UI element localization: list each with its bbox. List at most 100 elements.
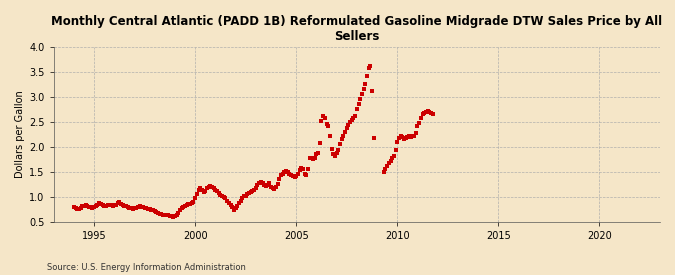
Point [132, 205, 143, 210]
Point [230, 206, 241, 210]
Point [319, 116, 330, 120]
Point [94, 201, 105, 205]
Point [159, 213, 170, 217]
Point [292, 172, 303, 176]
Point [74, 207, 84, 211]
Point [407, 134, 418, 139]
Point [412, 124, 423, 128]
Point [399, 137, 410, 142]
Point [85, 205, 96, 210]
Point [117, 203, 128, 207]
Point [139, 205, 150, 210]
Point [158, 213, 169, 217]
Point [358, 87, 369, 92]
Point [282, 170, 293, 174]
Point [338, 134, 349, 138]
Point [242, 192, 252, 196]
Point [171, 213, 182, 217]
Point [229, 208, 240, 212]
Point [301, 173, 312, 177]
Point [186, 200, 197, 205]
Point [90, 204, 101, 208]
Point [336, 137, 347, 142]
Point [183, 202, 194, 207]
Point [340, 130, 350, 134]
Point [195, 186, 206, 191]
Point [196, 188, 207, 192]
Point [136, 205, 146, 209]
Point [308, 157, 319, 161]
Point [298, 167, 308, 171]
Point [114, 200, 125, 204]
Point [281, 169, 292, 174]
Point [343, 123, 354, 128]
Point [192, 192, 202, 196]
Point [396, 134, 406, 138]
Point [389, 154, 400, 158]
Point [264, 181, 275, 185]
Point [99, 204, 109, 208]
Point [165, 213, 176, 218]
Point [410, 131, 421, 135]
Point [262, 183, 273, 187]
Point [304, 156, 315, 160]
Point [82, 204, 92, 208]
Point [219, 194, 230, 199]
Point [325, 134, 335, 138]
Point [348, 116, 359, 120]
Point [210, 188, 221, 192]
Point [397, 135, 408, 139]
Point [68, 205, 79, 210]
Point [333, 148, 344, 153]
Point [72, 207, 82, 211]
Point [392, 140, 403, 144]
Point [352, 107, 362, 112]
Point [155, 211, 165, 216]
Point [284, 172, 295, 176]
Point [240, 194, 251, 198]
Point [128, 207, 138, 211]
Point [138, 205, 148, 210]
Point [326, 147, 337, 152]
Point [207, 185, 217, 189]
Point [107, 204, 118, 208]
Point [97, 203, 108, 207]
Point [356, 92, 367, 97]
Point [383, 161, 394, 165]
Point [316, 119, 327, 123]
Point [122, 205, 133, 210]
Point [261, 184, 271, 188]
Point [271, 185, 281, 189]
Point [193, 188, 204, 192]
Point [223, 201, 234, 205]
Point [222, 199, 233, 203]
Point [175, 208, 186, 212]
Point [109, 203, 119, 207]
Point [269, 186, 279, 191]
Point [144, 207, 155, 211]
Point [237, 196, 248, 200]
Point [102, 203, 113, 207]
Point [421, 110, 431, 114]
Point [198, 190, 209, 194]
Point [131, 205, 142, 210]
Point [178, 205, 189, 210]
Point [335, 142, 346, 147]
Point [119, 204, 130, 208]
Point [234, 201, 244, 205]
Point [217, 194, 227, 198]
Point [289, 175, 300, 180]
Point [77, 204, 88, 208]
Point [166, 214, 177, 218]
Point [156, 212, 167, 216]
Point [153, 211, 163, 215]
Point [406, 135, 416, 139]
Point [350, 114, 360, 118]
Point [311, 152, 322, 156]
Point [248, 188, 259, 192]
Point [424, 110, 435, 114]
Point [121, 204, 132, 208]
Point [418, 111, 429, 115]
Point [148, 208, 159, 212]
Point [212, 189, 223, 193]
